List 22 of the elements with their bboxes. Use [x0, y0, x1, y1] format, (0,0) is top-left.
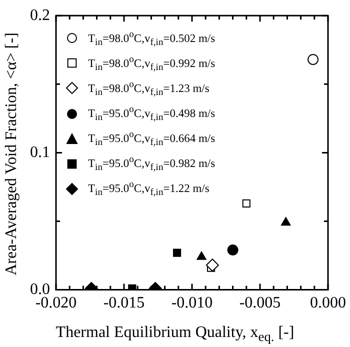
y-axis-title: Area-Averaged Void Fraction, <α> [-] — [3, 32, 21, 275]
y-tick-label: 0.2 — [30, 6, 50, 24]
point — [281, 217, 291, 226]
x-tick-label: 0.000 — [310, 294, 346, 312]
point — [227, 244, 238, 256]
x-tick-label: -0.015 — [103, 294, 145, 312]
x-axis-title: Thermal Equilibrium Quality, x$_{eq.}$ [-] — [54, 324, 296, 345]
legend-label: T$_{in}$=95.0$^{o}$C,v$_{f,in}$=0.664 m/s — [88, 128, 216, 150]
point — [308, 54, 319, 65]
y-tick-label: 0.1 — [30, 144, 50, 161]
point — [242, 199, 250, 208]
legend-label: T$_{in}$=95.0$^{o}$C,v$_{f,in}$=1.22 m/s — [88, 178, 210, 200]
point — [206, 258, 219, 272]
point — [196, 251, 206, 260]
legend-label: T$_{in}$=98.0$^{o}$C,v$_{f,in}$=0.502 m/s — [88, 28, 216, 50]
x-tick-label: -0.010 — [171, 294, 213, 312]
legend-label: T$_{in}$=98.0$^{o}$C,v$_{f,in}$=0.992 m/s — [88, 52, 216, 75]
legend-label: T$_{in}$=95.0$^{o}$C,v$_{f,in}$=0.982 m/s — [88, 153, 216, 176]
point — [173, 248, 182, 257]
x-tick-label: -0.005 — [239, 294, 281, 312]
legend-label: T$_{in}$=95.0$^{o}$C,v$_{f,in}$=0.498 m/s — [88, 102, 216, 126]
legend-label: T$_{in}$=98.0$^{o}$C,v$_{f,in}$=1.23 m/s — [88, 78, 210, 100]
